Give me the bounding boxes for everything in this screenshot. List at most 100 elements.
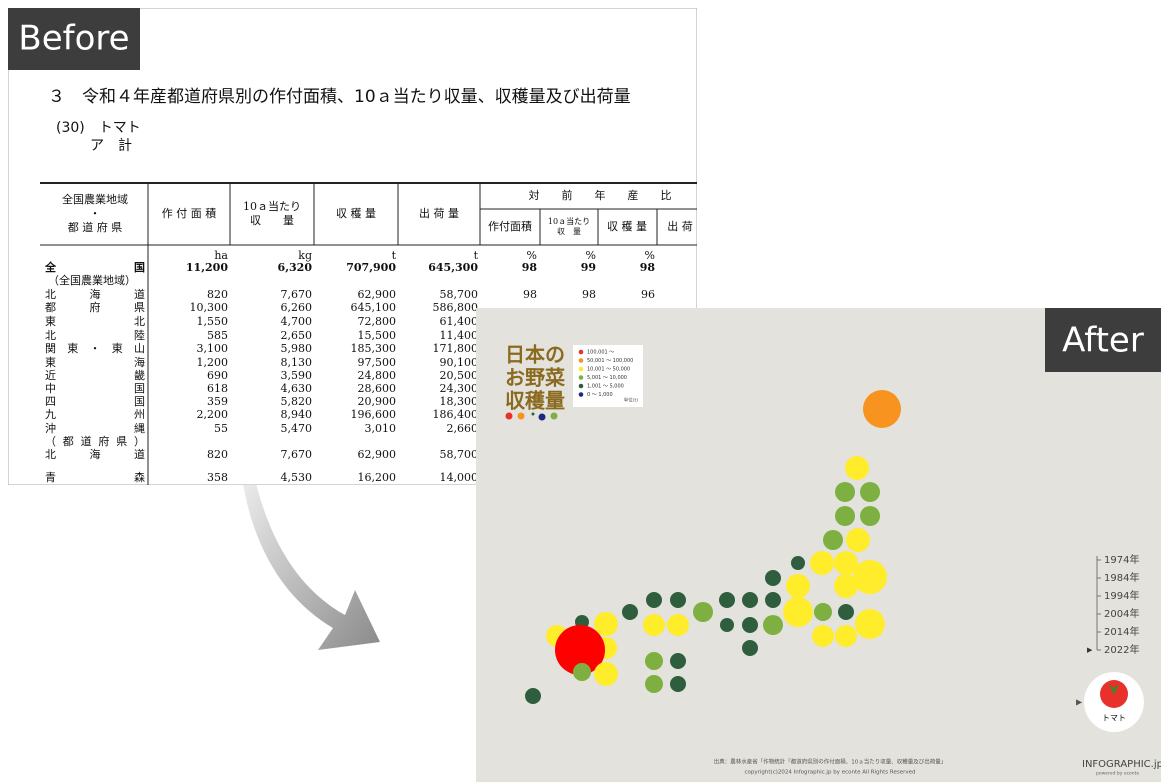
- cell: 28,600: [358, 382, 397, 395]
- source: 出典：農林水産省「作物統計「都道府県別の作付面積、10ａ当たり収量、収穫量及び出…: [714, 758, 947, 766]
- cell: 98: [582, 288, 596, 301]
- prefecture-dot: [646, 592, 662, 608]
- cell: 58,700: [440, 288, 479, 301]
- unit: t: [474, 249, 479, 262]
- before-panel: Before ３ 令和４年産都道府県別の作付面積、10ａ当たり収量、収穫量及び出…: [8, 8, 697, 485]
- prefecture-dot: [835, 625, 857, 647]
- year-selector: 1974年 1984年 1994年 2004年 2014年 2022年 ▶: [1087, 553, 1139, 656]
- year-option[interactable]: 2014年: [1104, 625, 1139, 638]
- prefecture-dot: [670, 676, 686, 692]
- cell: 24,300: [440, 382, 479, 395]
- cell: 15,500: [358, 329, 397, 342]
- header-cell: 出 荷 量: [419, 206, 459, 220]
- prefecture-dot: [765, 570, 781, 586]
- arrow: [240, 455, 380, 650]
- row-label: （全国農業地域）: [48, 273, 136, 287]
- table-section: ア 計: [90, 138, 132, 154]
- cell: 6,260: [281, 301, 313, 314]
- legend-label: 1,001 〜 5,000: [587, 384, 624, 390]
- cell: 55: [214, 422, 228, 435]
- cell: 171,800: [433, 342, 479, 355]
- prefecture-dot: [860, 506, 880, 526]
- header-cell: 全国農業地域: [62, 192, 128, 206]
- prefecture-dot: [594, 662, 618, 686]
- cell: 20,500: [440, 369, 479, 382]
- prefecture-dot: [810, 551, 834, 575]
- prefecture-dot: [670, 592, 686, 608]
- legend-label: 10,001 〜 50,000: [587, 367, 630, 373]
- prefecture-dot: [863, 390, 901, 428]
- cell: 8,940: [281, 408, 313, 421]
- unit: %: [586, 249, 596, 262]
- legend-swatch: [578, 383, 584, 389]
- year-option[interactable]: 2022年: [1104, 643, 1139, 656]
- cell: 185,300: [351, 342, 397, 355]
- year-option[interactable]: 1974年: [1104, 553, 1139, 566]
- legend-swatch: [578, 375, 584, 380]
- prefecture-dot: [823, 530, 843, 550]
- row-label: 関東・東山: [45, 342, 145, 355]
- sub-header-cell: 作付面積: [488, 219, 532, 233]
- legend-unit: 単位(t): [624, 397, 639, 404]
- prefecture-dot: [846, 528, 870, 552]
- prefecture-dot: [845, 456, 869, 480]
- group-header: 対 前 年 産 比: [529, 188, 672, 202]
- prefecture-dot: [742, 617, 758, 633]
- header-cell: 作 付 面 積: [162, 206, 217, 220]
- prefecture-dot: [525, 688, 541, 704]
- prefecture-dot: [573, 663, 591, 681]
- cell: 62,900: [358, 288, 397, 301]
- logo: INFOGRAPHIC.jp: [1082, 759, 1161, 770]
- prefecture-dot: [835, 482, 855, 502]
- cell: 98: [522, 261, 538, 274]
- year-option[interactable]: 2004年: [1104, 607, 1139, 620]
- cell: 3,590: [281, 369, 313, 382]
- prefecture-dot: [643, 614, 665, 636]
- cell: 11,200: [186, 261, 228, 274]
- cell: 8,130: [281, 356, 313, 369]
- year-option[interactable]: 1984年: [1104, 571, 1139, 584]
- cell: 618: [207, 382, 228, 395]
- table-subtitle: (30) トマト: [56, 120, 141, 136]
- legend-label: 100,001 〜: [587, 350, 614, 356]
- prefecture-dot: [835, 506, 855, 526]
- prefecture-dot: [670, 653, 686, 669]
- prefecture-dot: [693, 602, 713, 622]
- prefecture-dot: [645, 652, 663, 670]
- sub-header-cell: 出 荷: [667, 219, 693, 233]
- cell: 5,470: [281, 422, 313, 435]
- vegetable-icons: [505, 412, 558, 421]
- tomato-leaf: [1108, 684, 1120, 695]
- vegetable-name: トマト: [1102, 714, 1126, 723]
- pointer: ▶: [1076, 698, 1083, 707]
- legend-label: 50,001 〜 100,000: [587, 358, 633, 364]
- label-bg: [8, 8, 140, 70]
- cell: 24,800: [358, 369, 397, 382]
- cell: 4,630: [281, 382, 313, 395]
- legend-swatch: [578, 392, 584, 397]
- header-cell: 収 量: [250, 214, 294, 227]
- header-cell: 収 穫 量: [336, 207, 376, 220]
- prefecture-dot: [594, 612, 618, 636]
- legend: 100,001 〜 50,001 〜 100,000 10,001 〜 50,000…: [578, 350, 639, 404]
- cell: 7,670: [281, 288, 313, 301]
- cell: 61,400: [440, 315, 479, 328]
- prefecture-dot: [742, 640, 758, 656]
- year-option[interactable]: 1994年: [1104, 589, 1139, 602]
- cell: 820: [207, 448, 228, 461]
- legend-box: [573, 345, 643, 407]
- after-label: After: [1062, 321, 1144, 361]
- cell: 645,100: [351, 301, 397, 314]
- table-title: ３ 令和４年産都道府県別の作付面積、10ａ当たり収量、収穫量及び出荷量: [48, 87, 631, 107]
- prefecture-dot: [786, 574, 810, 598]
- cell: 11,400: [440, 329, 479, 342]
- cell: 3,100: [197, 342, 229, 355]
- cell: 16,200: [358, 471, 397, 484]
- prefecture-dot: [814, 603, 832, 621]
- cell: 1,550: [197, 315, 229, 328]
- legend-label: 0 〜 1,000: [587, 392, 613, 398]
- cell: 186,400: [433, 408, 479, 421]
- prefecture-dot: [763, 615, 783, 635]
- cell: 6,320: [278, 261, 313, 274]
